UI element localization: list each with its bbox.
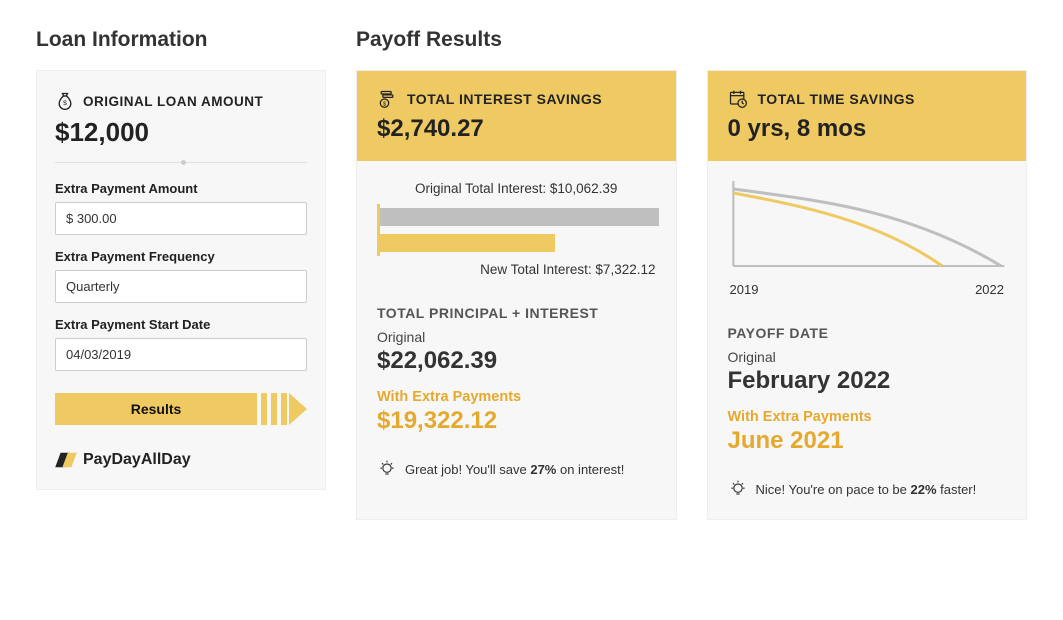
loan-info-title: Loan Information (36, 28, 326, 52)
results-stripes-icon (261, 393, 287, 425)
time-tip: Nice! You're on pace to be 22% faster! (728, 479, 1007, 499)
lightbulb-icon (377, 459, 397, 479)
original-payoff-value: February 2022 (728, 367, 1007, 395)
brand-text: PayDayAllDay (83, 451, 191, 469)
divider (55, 162, 307, 163)
payoff-date-label: PAYOFF DATE (728, 325, 1007, 341)
chart-year-end: 2022 (975, 282, 1004, 297)
payoff-title: Payoff Results (356, 28, 1027, 52)
extra-frequency-label: Extra Payment Frequency (55, 249, 307, 264)
extra-frequency-input[interactable] (55, 270, 307, 303)
extra-total-value: $19,322.12 (377, 407, 656, 435)
payoff-line-chart (728, 181, 1007, 271)
tip-bold: 27% (530, 462, 556, 477)
interest-savings-card: $ TOTAL INTEREST SAVINGS $2,740.27 Origi… (356, 70, 677, 520)
interest-bar-chart (377, 208, 656, 252)
original-total-value: $22,062.39 (377, 347, 656, 375)
new-interest-text: New Total Interest: $7,322.12 (377, 262, 656, 277)
interest-head-value: $2,740.27 (377, 115, 656, 143)
extra-payments-label: With Extra Payments (377, 389, 656, 405)
original-amount-value: $12,000 (55, 117, 307, 148)
extra-payments-label: With Extra Payments (728, 409, 1007, 425)
arrow-right-icon (289, 393, 307, 425)
tip-pre: Great job! You'll save (405, 462, 530, 477)
tip-post: faster! (937, 482, 977, 497)
chart-year-start: 2019 (730, 282, 759, 297)
time-head-value: 0 yrs, 8 mos (728, 115, 1007, 143)
money-bag-icon: $ (55, 91, 75, 111)
interest-head-label: TOTAL INTEREST SAVINGS (407, 91, 602, 107)
loan-info-panel: $ ORIGINAL LOAN AMOUNT $12,000 Extra Pay… (36, 70, 326, 490)
original-label: Original (728, 349, 1007, 365)
interest-tip: Great job! You'll save 27% on interest! (377, 459, 656, 479)
time-savings-card: TOTAL TIME SAVINGS 0 yrs, 8 mos 2019 202… (707, 70, 1028, 520)
svg-text:$: $ (63, 100, 67, 107)
brand: PayDayAllDay (55, 451, 307, 469)
extra-start-label: Extra Payment Start Date (55, 317, 307, 332)
original-amount-label: ORIGINAL LOAN AMOUNT (83, 94, 263, 109)
original-label: Original (377, 329, 656, 345)
coins-icon: $ (377, 89, 397, 109)
extra-amount-label: Extra Payment Amount (55, 181, 307, 196)
extra-start-input[interactable] (55, 338, 307, 371)
tip-post: on interest! (556, 462, 624, 477)
lightbulb-icon (728, 479, 748, 499)
time-head-label: TOTAL TIME SAVINGS (758, 91, 915, 107)
extra-amount-input[interactable] (55, 202, 307, 235)
brand-logo-icon (55, 451, 77, 469)
tip-pre: Nice! You're on pace to be (756, 482, 911, 497)
calendar-clock-icon (728, 89, 748, 109)
original-interest-text: Original Total Interest: $10,062.39 (377, 181, 656, 196)
results-button[interactable]: Results (55, 393, 307, 425)
principal-interest-label: TOTAL PRINCIPAL + INTEREST (377, 305, 656, 321)
results-button-label: Results (55, 393, 257, 425)
extra-payoff-value: June 2021 (728, 427, 1007, 455)
tip-bold: 22% (910, 482, 936, 497)
